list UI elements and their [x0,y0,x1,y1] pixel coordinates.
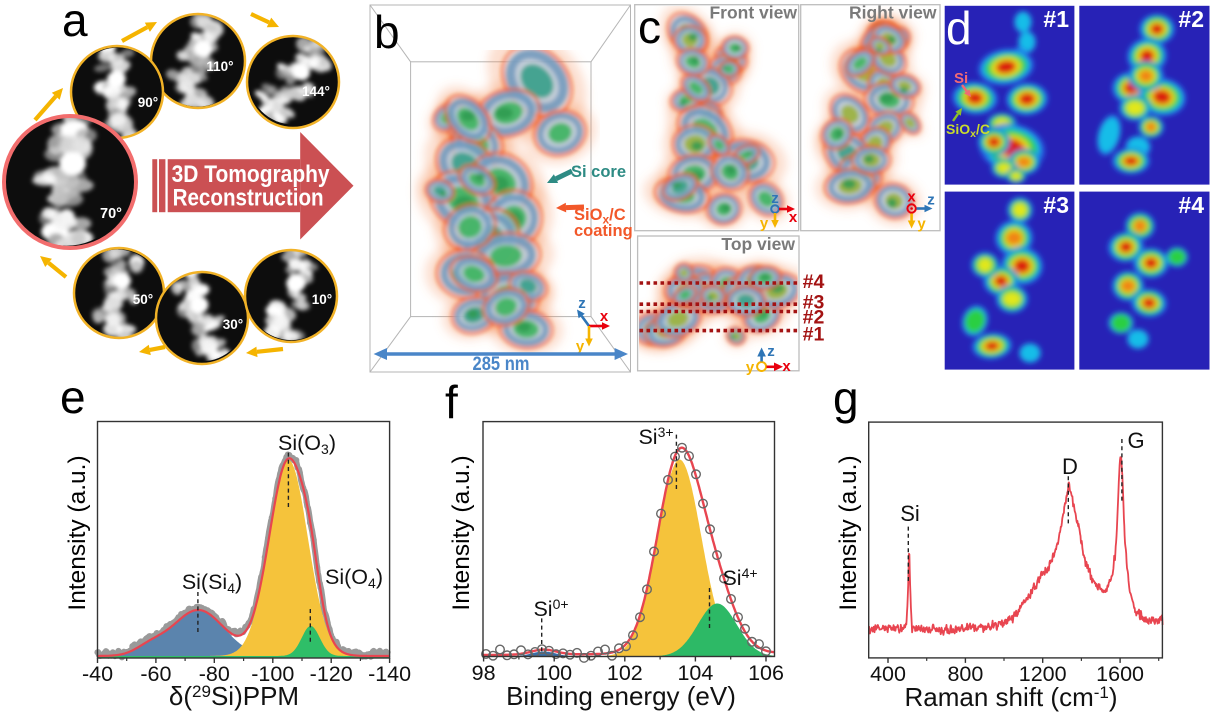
svg-text:Si core: Si core [571,163,626,181]
svg-text:#3: #3 [1043,192,1069,218]
svg-text:Top view: Top view [721,234,795,254]
svg-text:-60: -60 [140,662,171,686]
svg-text:x: x [789,209,798,226]
svg-text:Si(O4): Si(O4) [325,565,383,591]
svg-text:x: x [600,308,609,325]
svg-text:1200: 1200 [1019,662,1067,686]
svg-text:x: x [782,358,791,375]
svg-text:400: 400 [870,662,906,686]
svg-text:z: z [771,190,779,207]
svg-text:144°: 144° [302,84,330,99]
svg-text:#4: #4 [1178,192,1204,218]
svg-text:#2: #2 [1178,6,1204,32]
svg-text:100: 100 [536,661,572,685]
svg-text:y: y [746,359,755,376]
svg-text:#1: #1 [1043,6,1069,32]
svg-text:70°: 70° [100,206,122,222]
svg-text:Right view: Right view [849,3,937,23]
svg-text:coating: coating [574,222,633,240]
svg-text:x: x [907,189,916,206]
svg-text:30°: 30° [223,317,243,332]
svg-text:SiOx/C: SiOx/C [574,206,626,227]
svg-text:-100: -100 [251,662,294,686]
svg-text:3D Tomography: 3D Tomography [172,161,331,188]
svg-text:y: y [917,216,926,233]
svg-text:G: G [1127,428,1144,453]
svg-text:Front view: Front view [709,3,797,23]
svg-text:D: D [1062,454,1078,479]
svg-text:#2: #2 [803,307,825,329]
svg-text:102: 102 [607,661,643,685]
svg-text:Raman shift (cm-1): Raman shift (cm-1) [904,682,1117,712]
svg-text:z: z [578,295,586,312]
svg-text:y: y [576,338,585,355]
svg-text:y: y [760,215,769,232]
svg-text:Si3+: Si3+ [638,424,673,449]
svg-text:#4: #4 [803,271,825,293]
svg-text:Si0+: Si0+ [533,596,568,621]
svg-text:1600: 1600 [1096,662,1144,686]
svg-text:90°: 90° [138,95,158,110]
svg-text:Si(O3): Si(O3) [278,431,336,457]
svg-text:106: 106 [748,661,784,685]
svg-text:-120: -120 [310,662,353,686]
svg-text:Reconstruction: Reconstruction [173,185,324,212]
svg-text:δ(29Si)PPM: δ(29Si)PPM [169,681,299,711]
svg-text:Binding energy (eV): Binding energy (eV) [506,681,736,711]
svg-text:Si(Si4): Si(Si4) [182,570,242,596]
svg-text:#3: #3 [803,292,825,314]
svg-text:z: z [927,192,935,209]
svg-text:SiOx/C: SiOx/C [946,121,990,140]
svg-text:-40: -40 [82,662,113,686]
svg-text:-80: -80 [199,662,230,686]
svg-text:#1: #1 [803,324,825,346]
svg-text:z: z [767,343,775,360]
svg-text:104: 104 [677,661,713,685]
svg-text:50°: 50° [133,292,153,307]
svg-text:Si: Si [900,501,920,526]
svg-text:110°: 110° [206,59,233,74]
svg-text:800: 800 [947,662,983,686]
svg-text:-140: -140 [368,662,411,686]
svg-text:98: 98 [472,661,496,685]
svg-text:Si4+: Si4+ [722,565,757,590]
svg-text:285 nm: 285 nm [473,354,530,375]
svg-text:10°: 10° [312,292,332,307]
svg-text:Si: Si [954,70,968,87]
